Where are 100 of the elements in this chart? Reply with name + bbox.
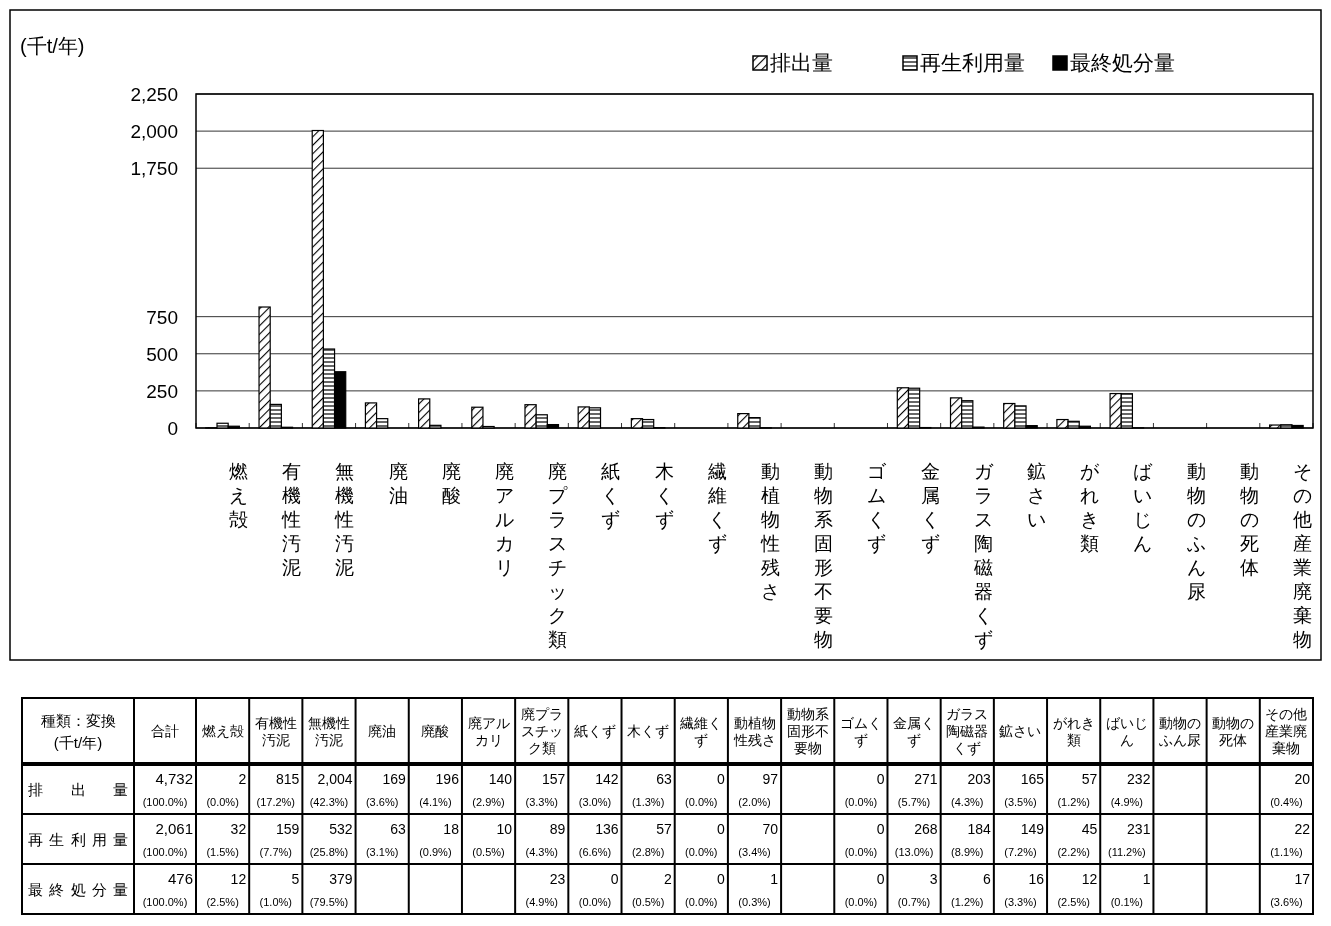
data-label: 57 (2.8%) [631,821,672,858]
x-tick-label: 動物系固形不要物 [814,461,834,650]
category-label: 動物の死体 [1212,714,1255,748]
data-label: 0 (0.0%) [844,771,885,808]
y-tick-label: 250 [146,380,178,402]
y-tick-label: 750 [146,306,178,328]
data-label: 140 (2.9%) [472,771,513,808]
text: 476 (100.0%) [142,870,193,908]
data-label: 136 (6.6%) [578,821,619,858]
x-tick-label: 廃酸 [441,461,461,506]
x-tick-label: 繊維くず [706,461,727,554]
category-label: 動植物性残さ [733,714,776,748]
category-label: 動物のふん尿 [1159,714,1202,748]
data-label: 203 (4.3%) [951,771,992,808]
category-label: ガラス陶磁器くず [946,706,989,756]
data-label: 23 (4.9%) [525,871,566,908]
category-label: 廃酸 [421,723,450,739]
data-label: 20 (0.4%) [1270,771,1311,808]
legend-label: 最終処分量 [1070,51,1175,74]
data-label: 63 (3.1%) [365,821,406,858]
data-label: 57 (1.2%) [1057,771,1098,808]
x-tick-label: ばいじん [1133,461,1154,554]
category-label: 廃油 [368,723,397,739]
data-label: 1 (0.1%) [1110,871,1151,908]
data-label: 10 (0.5%) [472,821,513,858]
category-label: 有機性汚泥 [254,714,297,748]
data-label: 18 (0.9%) [419,821,460,858]
x-tick-label: 無機性汚泥 [334,461,355,578]
category-label: がれき類 [1052,714,1095,748]
data-label: 5 (1.0%) [259,871,300,908]
x-tick-label: 廃アルカリ [495,461,515,578]
y-axis-title: (千t/年) [20,35,85,57]
data-label: 6 (1.2%) [951,871,992,908]
category-label: 廃アルカリ [467,714,510,748]
data-label: 271 (5.7%) [897,771,938,808]
category-label: その他産業廃棄物 [1265,706,1308,756]
x-tick-label: がれき類 [1080,461,1101,554]
data-label: 268 (13.0%) [894,821,938,858]
x-tick-label: 動植物性残さ [760,461,780,602]
data-label: 165 (3.5%) [1004,771,1045,808]
data-label: 2 (0.5%) [631,871,672,908]
x-tick-label: 紙くず [601,461,621,530]
data-label: 379 (79.5%) [309,871,353,908]
legend-label: 再生利用量 [920,51,1025,74]
y-tick-label: 2,000 [130,121,178,143]
text: 再生利用量 [28,831,128,848]
data-label: 184 (8.9%) [951,821,992,858]
data-label: 232 (4.9%) [1110,771,1151,808]
x-tick-label: 廃油 [388,461,408,506]
data-label: 0 (0.0%) [685,871,726,908]
y-tick-label: 0 [167,418,178,439]
category-label: 廃プラスチック類 [520,706,563,756]
category-label: 金属くず [893,714,936,748]
data-label: 16 (3.3%) [1004,871,1045,908]
data-label: 0 (0.0%) [844,821,885,858]
data-label: 2 (0.0%) [206,771,247,808]
data-label: 32 (1.5%) [206,821,247,858]
text: 排出量 [28,781,128,798]
text: 4,732 (100.0%) [142,770,193,808]
y-tick-label: 2,250 [130,84,178,105]
text: 合計 [151,723,179,739]
data-label: 196 (4.1%) [419,771,460,808]
data-label: 231 (11.2%) [1107,821,1151,858]
legend-label: 排出量 [770,51,833,74]
data-label: 157 (3.3%) [525,771,566,808]
data-label: 159 (7.7%) [259,821,300,858]
data-label: 97 (2.0%) [738,771,779,808]
data-label: 0 (0.0%) [578,871,619,908]
data-label: 17 (3.6%) [1270,871,1311,908]
x-tick-label: ゴムくず [867,461,888,554]
text: 種類：変換 (千t/年) [40,712,116,751]
x-tick-label: 有機性汚泥 [281,461,302,578]
category-label: 無機性汚泥 [307,714,350,748]
x-tick-label: 燃え殻 [229,461,249,530]
data-label: 63 (1.3%) [631,771,672,808]
data-label: 149 (7.2%) [1004,821,1045,858]
category-label: 燃え殻 [201,723,244,739]
data-label: 22 (1.1%) [1270,821,1311,858]
x-tick-label: ガラス陶磁器くず [972,461,994,650]
data-label: 142 (3.0%) [578,771,619,808]
data-label: 12 (2.5%) [1057,871,1098,908]
data-label: 0 (0.0%) [685,771,726,808]
data-label: 532 (25.8%) [309,821,353,858]
x-tick-label: 木くず [654,461,674,530]
category-label: 鉱さい [999,723,1042,739]
category-label: 繊維くず [680,714,723,748]
y-tick-label: 500 [146,343,178,365]
category-label: ばいじん [1105,714,1148,748]
data-label: 0 (0.0%) [844,871,885,908]
data-label: 815 (17.2%) [256,771,300,808]
x-tick-label: 鉱さい [1026,461,1046,530]
x-tick-label: 動物のふん尿 [1185,461,1206,602]
x-tick-label: 廃プラスチック類 [548,461,569,650]
data-label: 169 (3.6%) [365,771,406,808]
category-label: 木くず [627,723,670,739]
category-label: ゴムくず [839,714,882,748]
data-label: 70 (3.4%) [738,821,779,858]
data-label: 1 (0.3%) [738,871,779,908]
y-tick-label: 1,750 [130,158,178,180]
category-label: 動物系固形不要物 [786,706,829,756]
